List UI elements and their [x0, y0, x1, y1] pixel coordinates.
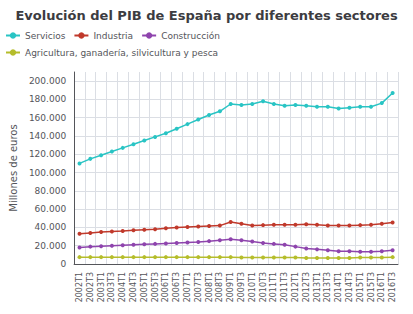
svg-text:20.000: 20.000 [35, 241, 67, 251]
svg-text:2013T1: 2013T1 [313, 272, 322, 302]
svg-text:2002T1: 2002T1 [75, 272, 84, 302]
svg-text:2015T3: 2015T3 [367, 272, 376, 302]
svg-text:2010T3: 2010T3 [259, 272, 268, 302]
svg-text:2004T1: 2004T1 [118, 272, 127, 302]
svg-text:180.000: 180.000 [29, 94, 66, 104]
svg-text:200.000: 200.000 [29, 76, 66, 86]
svg-text:2008T3: 2008T3 [215, 272, 224, 302]
svg-text:2004T3: 2004T3 [129, 272, 138, 302]
svg-text:2007T3: 2007T3 [194, 272, 203, 302]
svg-text:Evolución del PIB de España po: Evolución del PIB de España por diferent… [15, 8, 397, 23]
svg-text:0: 0 [60, 259, 66, 269]
svg-text:80.000: 80.000 [35, 186, 67, 196]
svg-text:Agricultura, ganadería, silvic: Agricultura, ganadería, silvicultura y p… [25, 48, 218, 58]
svg-text:2007T1: 2007T1 [183, 272, 192, 302]
svg-text:120.000: 120.000 [29, 149, 66, 159]
svg-text:Millones de euros: Millones de euros [8, 124, 19, 211]
svg-text:140.000: 140.000 [29, 131, 66, 141]
svg-text:2012T1: 2012T1 [291, 272, 300, 302]
svg-text:2011T3: 2011T3 [280, 272, 289, 302]
svg-text:2009T1: 2009T1 [226, 272, 235, 302]
svg-text:2002T3: 2002T3 [86, 272, 95, 302]
svg-text:Industria: Industria [93, 31, 133, 41]
svg-text:2003T3: 2003T3 [107, 272, 116, 302]
svg-text:2006T3: 2006T3 [172, 272, 181, 302]
svg-text:2016T3: 2016T3 [388, 272, 397, 302]
svg-text:2014T1: 2014T1 [334, 272, 343, 302]
svg-text:2013T3: 2013T3 [323, 272, 332, 302]
svg-text:60.000: 60.000 [35, 204, 67, 214]
svg-text:2009T3: 2009T3 [237, 272, 246, 302]
svg-text:2008T1: 2008T1 [205, 272, 214, 302]
svg-text:2003T1: 2003T1 [97, 272, 106, 302]
svg-text:Servicios: Servicios [25, 31, 66, 41]
svg-text:160.000: 160.000 [29, 113, 66, 123]
svg-text:100.000: 100.000 [29, 168, 66, 178]
svg-text:Construcción: Construcción [161, 31, 220, 41]
svg-text:2015T1: 2015T1 [356, 272, 365, 302]
svg-text:2011T1: 2011T1 [269, 272, 278, 302]
svg-text:2014T3: 2014T3 [345, 272, 354, 302]
svg-text:2005T1: 2005T1 [140, 272, 149, 302]
svg-text:2006T1: 2006T1 [161, 272, 170, 302]
svg-text:40.000: 40.000 [35, 222, 67, 232]
svg-text:2005T3: 2005T3 [151, 272, 160, 302]
svg-text:2012T3: 2012T3 [302, 272, 311, 302]
svg-text:2010T1: 2010T1 [248, 272, 257, 302]
svg-text:2016T1: 2016T1 [377, 272, 386, 302]
